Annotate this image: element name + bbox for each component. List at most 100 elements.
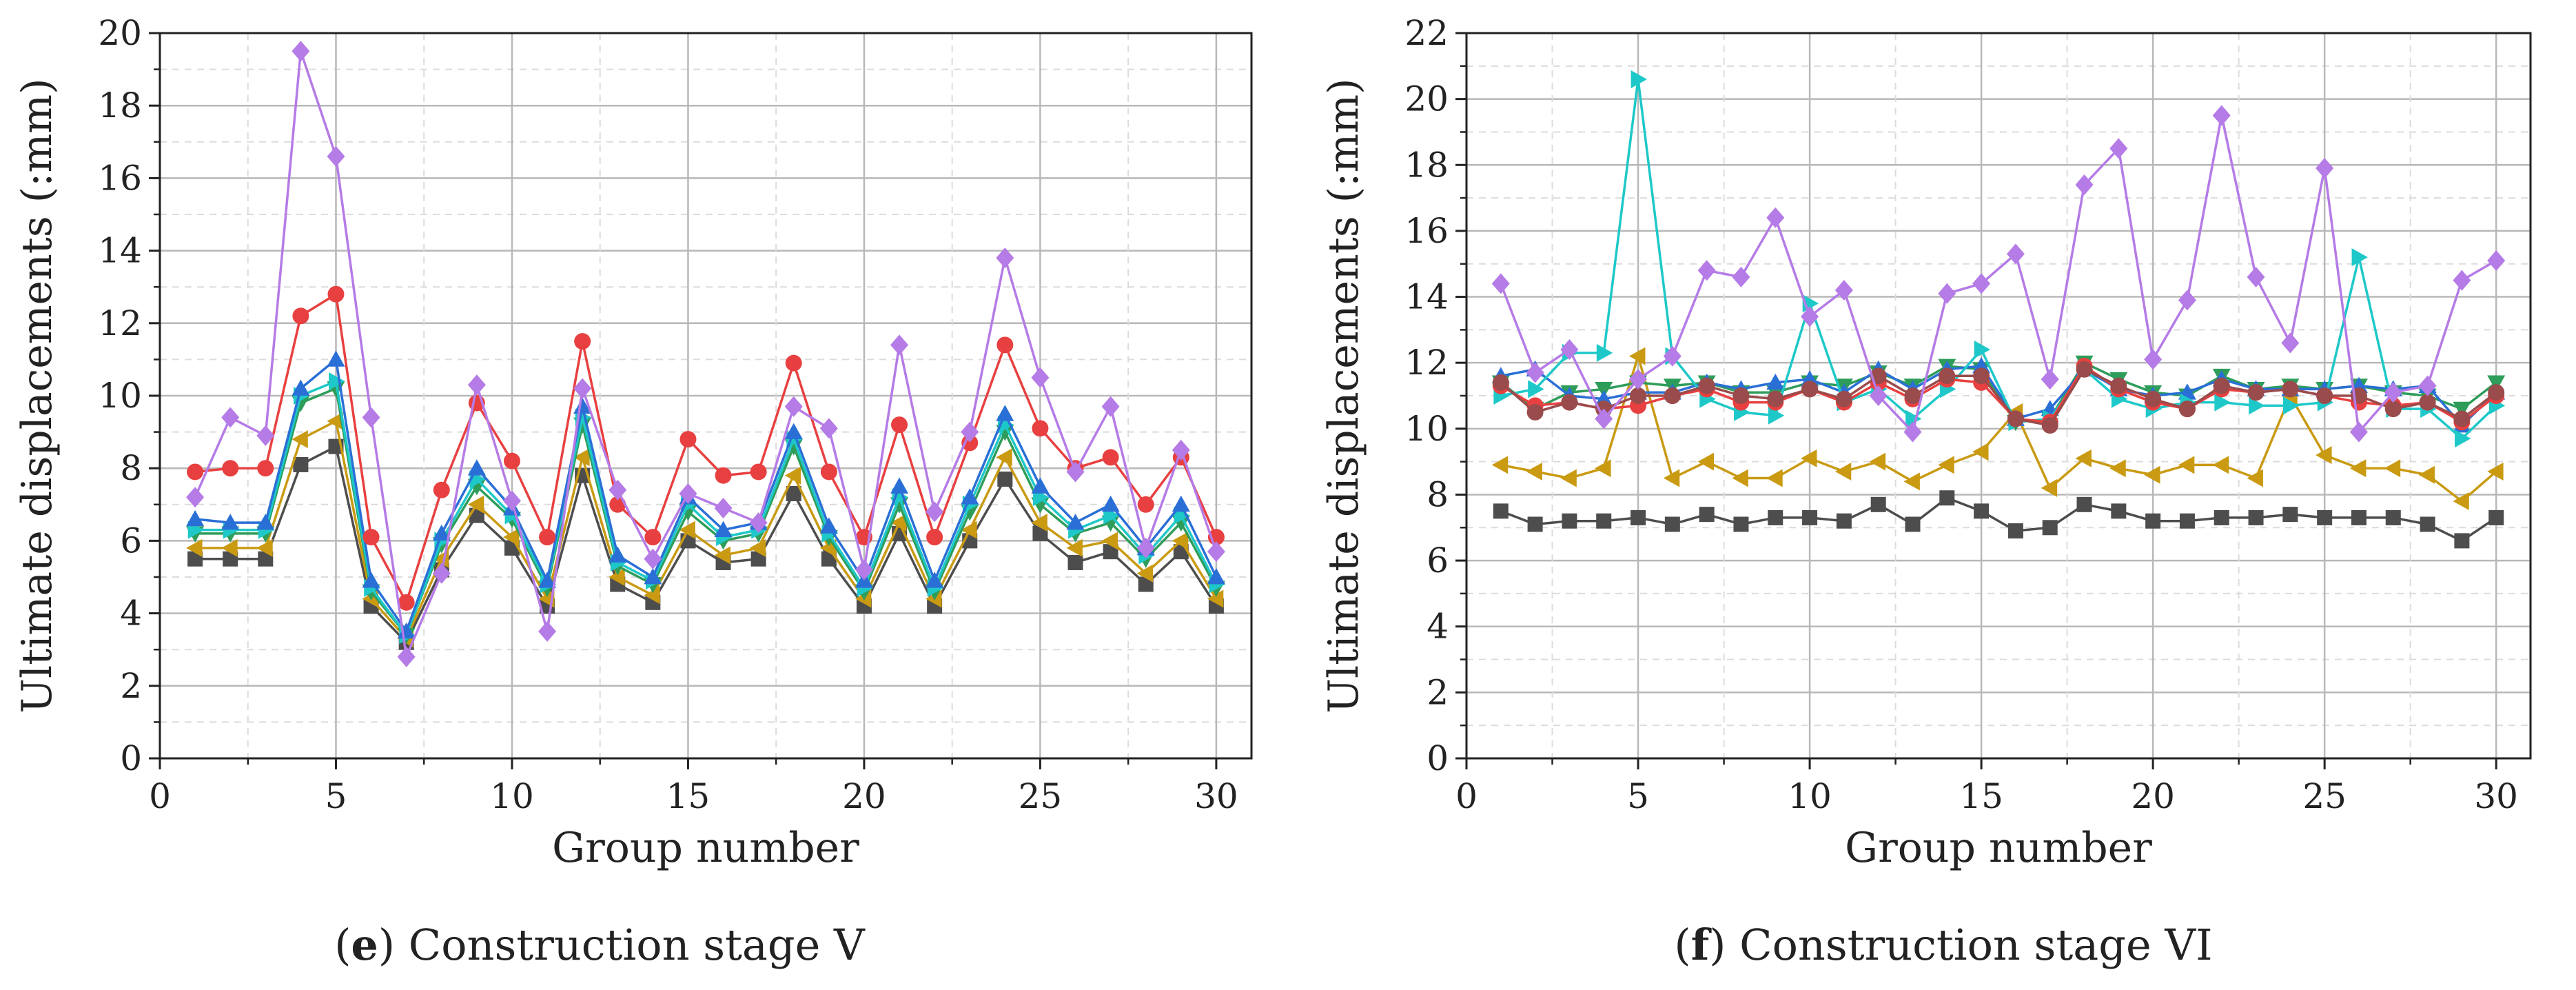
- data-point: [222, 460, 239, 477]
- data-point: [2007, 410, 2024, 427]
- y-tick-label: 12: [98, 303, 142, 343]
- data-point: [397, 646, 416, 667]
- data-point: [926, 572, 944, 588]
- y-tick-label: 8: [1427, 474, 1449, 514]
- data-point: [573, 378, 592, 399]
- data-point: [256, 425, 275, 446]
- data-point: [467, 374, 486, 396]
- x-tick-label: 0: [1455, 776, 1478, 816]
- y-tick-label: 4: [120, 594, 142, 634]
- data-point: [1869, 452, 1886, 471]
- data-point: [257, 460, 274, 477]
- data-point: [2453, 270, 2471, 291]
- data-point: [2317, 509, 2333, 525]
- data-point: [2384, 459, 2401, 478]
- data-point: [221, 407, 240, 428]
- data-point: [1904, 387, 1921, 404]
- data-point: [292, 379, 310, 396]
- data-point: [187, 551, 203, 567]
- data-point: [1938, 456, 1954, 474]
- x-tick-label: 25: [2302, 776, 2347, 816]
- data-point: [1172, 532, 1189, 550]
- x-axis-title: Group number: [1845, 824, 2152, 872]
- data-point: [2454, 533, 2470, 549]
- data-point: [2454, 430, 2471, 448]
- data-point: [1101, 532, 1118, 550]
- caption-text: ) Construction stage V: [378, 920, 866, 970]
- data-point: [1836, 513, 1852, 529]
- data-point: [1766, 207, 1785, 228]
- data-point: [1561, 394, 1578, 411]
- data-point: [292, 307, 309, 325]
- y-tick-label: 22: [1404, 13, 1449, 53]
- data-point: [1136, 537, 1155, 558]
- data-point: [749, 538, 766, 557]
- data-point: [1491, 273, 1510, 294]
- data-point: [1664, 387, 1681, 404]
- data-point: [2351, 509, 2367, 525]
- data-point: [2145, 513, 2161, 529]
- data-point: [1972, 443, 1989, 461]
- data-point: [891, 416, 908, 434]
- data-point: [1697, 260, 1716, 281]
- data-point: [1766, 469, 1783, 487]
- data-point: [890, 514, 907, 532]
- data-point: [1801, 381, 1819, 398]
- panel-caption: (e) Construction stage V: [334, 920, 866, 970]
- data-point: [644, 586, 660, 605]
- data-point: [1768, 406, 1785, 425]
- data-point: [715, 467, 732, 484]
- data-point: [327, 350, 345, 367]
- data-point: [1973, 367, 1990, 385]
- data-point: [2488, 509, 2504, 525]
- data-point: [2212, 456, 2229, 474]
- data-point: [1834, 462, 1852, 481]
- data-point: [1629, 369, 1648, 390]
- data-point: [784, 466, 801, 485]
- data-point: [679, 521, 695, 539]
- x-tick-label: 10: [1788, 776, 1832, 816]
- data-point: [2006, 243, 2025, 265]
- data-point: [2247, 266, 2265, 287]
- caption-letter: f: [1691, 920, 1712, 970]
- data-point: [2213, 377, 2230, 394]
- data-point: [2144, 465, 2160, 484]
- data-point: [256, 538, 273, 557]
- data-point: [1733, 516, 1749, 532]
- data-point: [1732, 387, 1750, 404]
- data-point: [256, 514, 275, 530]
- data-point: [432, 563, 451, 584]
- data-point: [2282, 507, 2298, 523]
- series-line-red-circle: [194, 292, 1218, 604]
- data-point: [432, 524, 451, 541]
- data-point: [1526, 462, 1543, 481]
- data-point: [2212, 105, 2231, 126]
- data-point: [1031, 477, 1050, 494]
- data-point: [1032, 420, 1049, 437]
- y-tick-label: 10: [1404, 409, 1449, 449]
- data-point: [609, 568, 625, 586]
- data-point: [1066, 514, 1085, 530]
- data-point: [2419, 394, 2436, 411]
- series-blue-up-triangle: [186, 350, 1225, 639]
- data-point: [186, 509, 205, 527]
- data-point: [855, 559, 873, 580]
- data-point: [573, 397, 592, 414]
- data-point: [819, 418, 838, 439]
- data-point: [2178, 290, 2196, 311]
- data-point: [2384, 401, 2402, 418]
- data-point: [1031, 514, 1047, 532]
- data-point: [2420, 516, 2435, 532]
- y-tick-label: 20: [98, 13, 142, 53]
- data-point: [714, 498, 733, 519]
- y-tick-label: 16: [98, 158, 142, 198]
- caption-letter: e: [351, 920, 378, 970]
- y-tick-label: 18: [98, 85, 142, 125]
- data-point: [961, 521, 977, 539]
- data-point: [221, 514, 240, 530]
- data-point: [1596, 513, 1612, 529]
- data-point: [2418, 375, 2437, 396]
- data-point: [186, 538, 203, 557]
- data-point: [398, 594, 415, 611]
- data-point: [644, 548, 662, 569]
